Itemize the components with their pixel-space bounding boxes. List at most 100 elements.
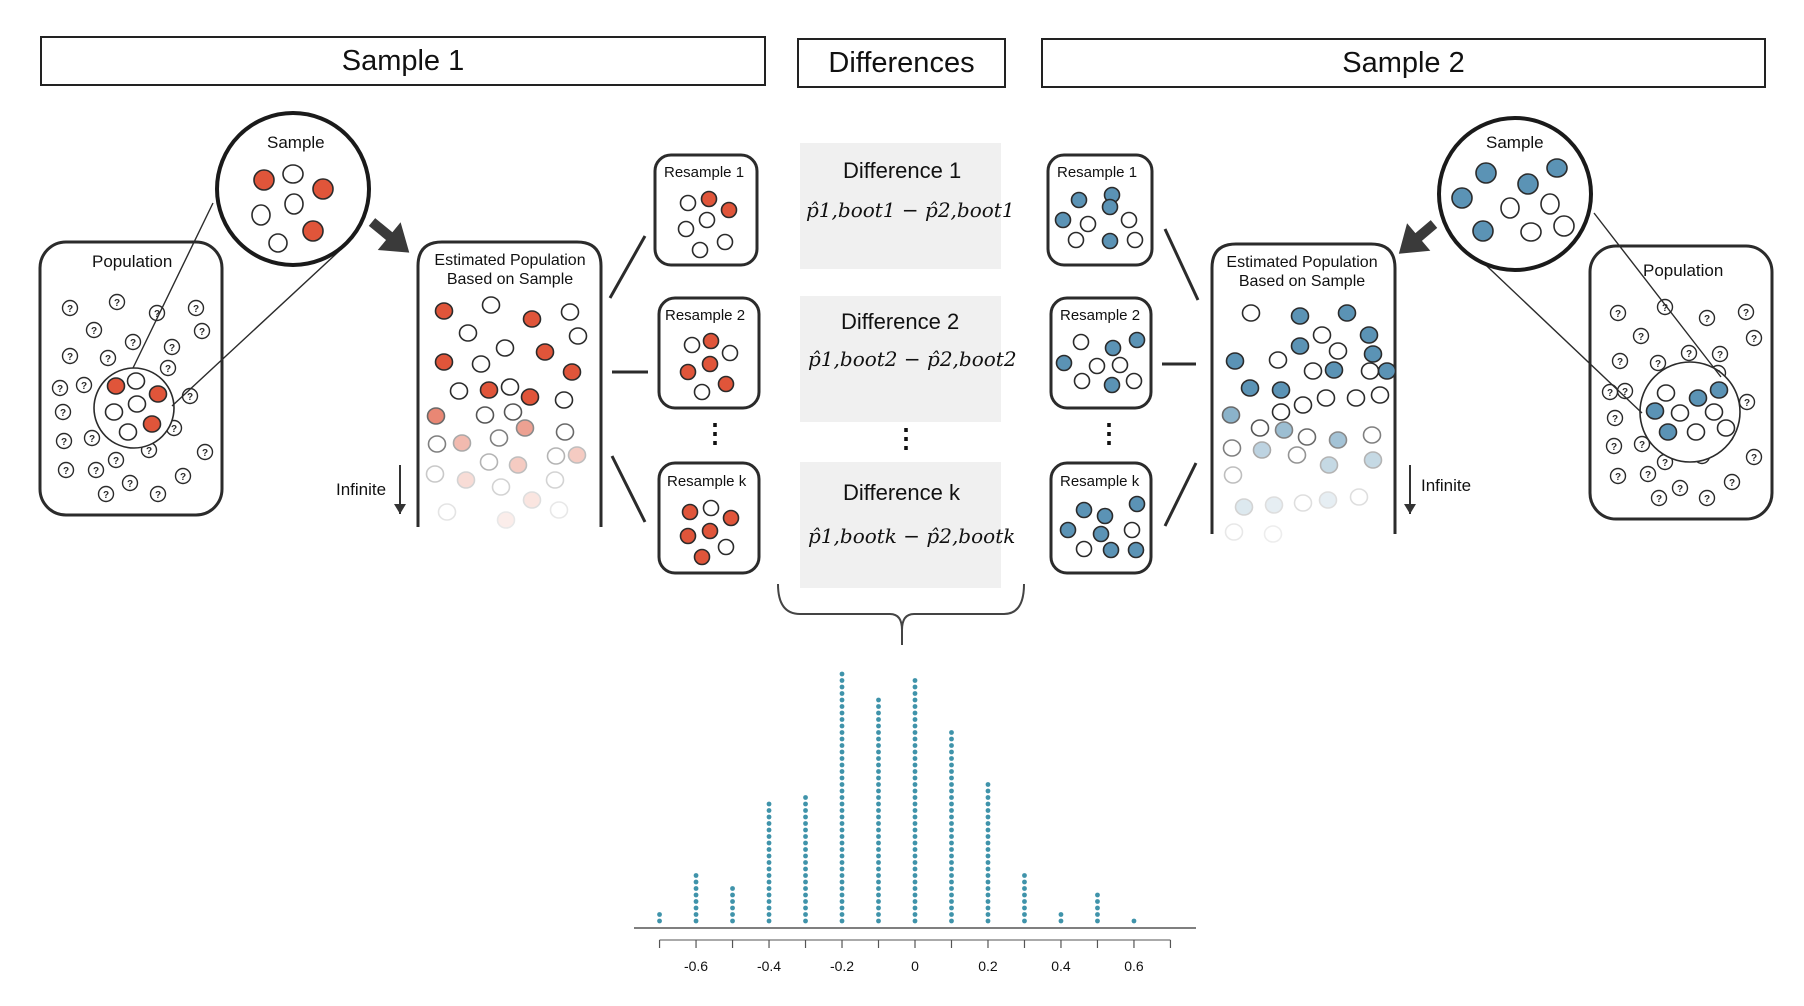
difference-1-title: Difference 1 bbox=[843, 158, 962, 183]
dot-point bbox=[949, 840, 954, 846]
filled-dot bbox=[1234, 498, 1254, 516]
filled-dot bbox=[720, 201, 738, 219]
dot-point bbox=[912, 879, 918, 885]
dot-point bbox=[876, 834, 881, 839]
question-mark-icon: ? bbox=[1622, 387, 1628, 398]
sample2-population-label: Population bbox=[1643, 261, 1724, 280]
unknown-dot bbox=[193, 322, 211, 340]
filled-dot bbox=[1101, 232, 1119, 250]
unknown-dot bbox=[1611, 352, 1629, 370]
empty-dot bbox=[1540, 193, 1560, 215]
empty-dot bbox=[481, 296, 501, 314]
dot-point bbox=[876, 801, 881, 807]
unknown-dot bbox=[1609, 304, 1627, 322]
unknown-dot bbox=[1745, 448, 1763, 466]
dot-point bbox=[876, 899, 881, 904]
filled-dot bbox=[1225, 352, 1245, 370]
question-mark-icon: ? bbox=[113, 456, 119, 467]
unknown-dot bbox=[1656, 298, 1674, 316]
unknown-dot bbox=[1737, 303, 1755, 321]
filled-dot bbox=[1274, 421, 1294, 439]
differences-diagram bbox=[777, 143, 1025, 645]
dot-point bbox=[839, 743, 845, 748]
empty-dot bbox=[1362, 426, 1382, 444]
dot-point bbox=[985, 834, 991, 839]
dot-point bbox=[766, 892, 772, 898]
dot-point bbox=[839, 788, 845, 794]
sample1-resample-2-box bbox=[657, 296, 761, 410]
unknown-dot bbox=[1711, 345, 1729, 363]
unknown-dot bbox=[1633, 435, 1651, 453]
empty-dot bbox=[1250, 419, 1270, 437]
sample1-resample-2-label: Resample 2 bbox=[665, 307, 746, 324]
filled-dot bbox=[1645, 402, 1665, 420]
empty-dot bbox=[1686, 423, 1706, 441]
x-tick-label: 0.2 bbox=[978, 958, 998, 974]
dot-point bbox=[1131, 918, 1137, 924]
dot-point bbox=[912, 782, 918, 787]
dot-point bbox=[766, 814, 772, 820]
question-mark-icon: ? bbox=[127, 479, 133, 490]
dot-point bbox=[912, 834, 918, 839]
empty-dot bbox=[691, 241, 709, 259]
dot-point bbox=[657, 918, 662, 924]
dot-point bbox=[1022, 879, 1027, 885]
question-mark-icon: ? bbox=[114, 298, 120, 309]
empty-dot bbox=[425, 465, 445, 483]
dot-point bbox=[803, 801, 808, 807]
question-mark-icon: ? bbox=[1729, 478, 1735, 489]
sample1-zoom-line-1 bbox=[132, 202, 214, 369]
empty-dot bbox=[503, 403, 523, 421]
filled-dot bbox=[1092, 525, 1110, 543]
question-mark-icon: ? bbox=[61, 437, 67, 448]
filled-dot bbox=[567, 446, 587, 464]
difference-1-formula-right: p̂2,boot1 bbox=[925, 198, 1015, 222]
empty-dot bbox=[1520, 222, 1542, 242]
question-mark-icon: ? bbox=[67, 304, 73, 315]
dot-point bbox=[1095, 892, 1100, 898]
filled-dot bbox=[1328, 431, 1348, 449]
unknown-dot bbox=[1723, 473, 1741, 491]
question-mark-icon: ? bbox=[1645, 470, 1651, 481]
dot-point bbox=[693, 905, 699, 911]
difference-k-title: Difference k bbox=[843, 480, 960, 505]
empty-dot bbox=[268, 233, 288, 253]
sample1-sample-label: Sample bbox=[267, 133, 325, 152]
dot-point bbox=[839, 840, 845, 846]
question-mark-icon: ? bbox=[202, 448, 208, 459]
dot-point bbox=[985, 899, 991, 904]
dot-point bbox=[803, 860, 808, 865]
dot-point bbox=[985, 912, 991, 917]
question-mark-icon: ? bbox=[1704, 494, 1710, 505]
dot-point bbox=[912, 697, 918, 703]
dot-point bbox=[1095, 912, 1100, 917]
dot-point bbox=[839, 730, 845, 735]
empty-dot bbox=[1293, 494, 1313, 512]
filled-dot bbox=[1221, 406, 1241, 424]
empty-dot bbox=[427, 435, 447, 453]
dot-point bbox=[839, 678, 845, 683]
difference-2-card bbox=[800, 296, 1001, 422]
filled-dot bbox=[522, 491, 542, 509]
dot-point bbox=[766, 899, 772, 904]
empty-dot bbox=[1075, 540, 1093, 558]
sample1-sample-circle bbox=[215, 111, 371, 267]
empty-dot bbox=[1271, 403, 1291, 421]
sample1-connector-k bbox=[610, 455, 647, 523]
dot-point bbox=[839, 782, 845, 787]
filled-dot bbox=[1128, 331, 1146, 349]
empty-dot bbox=[717, 538, 735, 556]
filled-dot bbox=[1377, 362, 1397, 380]
dot-point bbox=[985, 860, 991, 865]
dot-point bbox=[803, 827, 808, 833]
dot-point bbox=[839, 801, 845, 807]
dot-point bbox=[1022, 905, 1027, 911]
question-mark-icon: ? bbox=[154, 309, 160, 320]
dot-point bbox=[876, 905, 881, 911]
dot-point bbox=[839, 795, 845, 800]
differences-header-label: Differences bbox=[828, 46, 975, 79]
dot-point bbox=[839, 717, 845, 722]
empty-dot bbox=[1224, 523, 1244, 541]
dot-point bbox=[912, 756, 918, 761]
